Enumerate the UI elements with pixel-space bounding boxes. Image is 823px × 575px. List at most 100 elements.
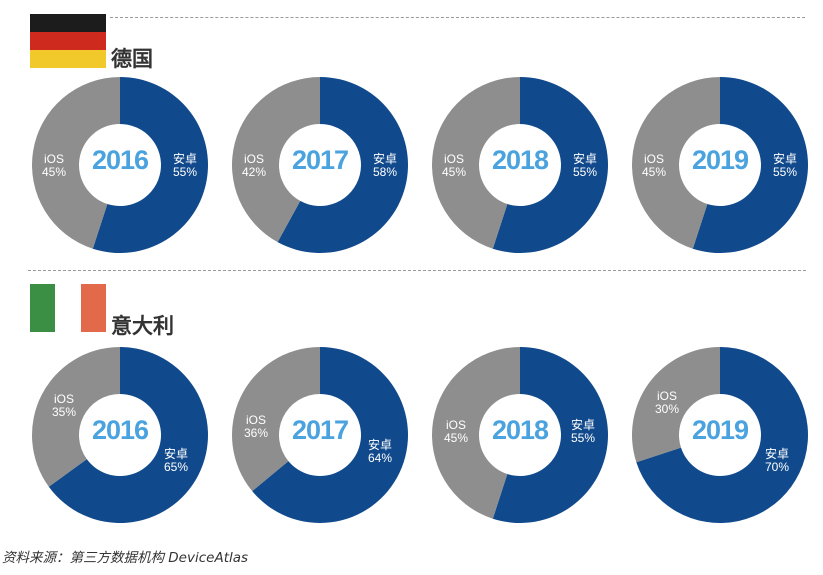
donut-germany-2016: iOS 45% 安卓 55% 2016 bbox=[30, 75, 210, 255]
donut-germany-2017: iOS 42% 安卓 58% 2017 bbox=[230, 75, 410, 255]
android-label-value: 65% bbox=[163, 460, 189, 474]
android-slice bbox=[692, 77, 808, 253]
ios-label-value: 45% bbox=[443, 431, 469, 445]
italy-flag-white-stripe bbox=[55, 284, 81, 332]
ios-label: iOS 35% bbox=[44, 393, 84, 419]
donut-italy-2016: iOS 35% 安卓 65% 2016 bbox=[30, 345, 210, 525]
android-label-name: 安卓 bbox=[172, 152, 197, 166]
ios-label: iOS 45% bbox=[634, 153, 674, 179]
ios-label-name: iOS bbox=[43, 152, 64, 166]
android-label-value: 70% bbox=[764, 460, 790, 474]
source-note: 资料来源：第三方数据机构 DeviceAtlas bbox=[2, 550, 249, 566]
ios-slice bbox=[232, 347, 320, 492]
ios-label: iOS 30% bbox=[647, 390, 687, 416]
donut-svg bbox=[231, 77, 408, 253]
android-label-name: 安卓 bbox=[570, 418, 595, 432]
ios-label-value: 36% bbox=[243, 426, 269, 440]
ios-label: iOS 45% bbox=[434, 153, 474, 179]
ios-label: iOS 36% bbox=[236, 414, 276, 440]
android-label: 安卓 65% bbox=[156, 448, 196, 474]
android-slice bbox=[48, 347, 209, 523]
donut-svg bbox=[632, 77, 808, 253]
donut-italy-2019: iOS 30% 安卓 70% 2019 bbox=[630, 345, 810, 525]
ios-label-value: 42% bbox=[241, 165, 267, 179]
ios-slice bbox=[31, 77, 120, 249]
android-label-value: 55% bbox=[570, 431, 596, 445]
ios-label: iOS 45% bbox=[436, 419, 476, 445]
ios-label: iOS 45% bbox=[34, 153, 74, 179]
ios-slice bbox=[632, 77, 720, 249]
ios-slice bbox=[231, 77, 320, 243]
germany-title: 德国 bbox=[111, 47, 153, 71]
android-label-name: 安卓 bbox=[772, 152, 797, 166]
donut-svg bbox=[432, 347, 608, 523]
top-divider bbox=[110, 17, 805, 18]
year-label: 2017 bbox=[291, 415, 349, 445]
ios-slice bbox=[32, 347, 121, 487]
android-label: 安卓 55% bbox=[565, 153, 605, 179]
germany-flag-gold-stripe bbox=[30, 50, 106, 68]
italy-flag-red-stripe bbox=[81, 284, 106, 332]
donut-svg bbox=[632, 347, 808, 523]
italy-flag-green-stripe bbox=[30, 284, 55, 332]
android-slice bbox=[636, 347, 808, 523]
year-label: 2019 bbox=[691, 145, 749, 175]
android-label-name: 安卓 bbox=[163, 447, 188, 461]
germany-flag-red-stripe bbox=[30, 32, 106, 50]
germany-flag-black-stripe bbox=[30, 14, 106, 32]
donut-svg bbox=[31, 77, 208, 253]
ios-label-name: iOS bbox=[445, 418, 466, 432]
ios-label-value: 45% bbox=[441, 165, 467, 179]
ios-label-name: iOS bbox=[643, 152, 664, 166]
donut-germany-2018: iOS 45% 安卓 55% 2018 bbox=[430, 75, 610, 255]
year-label: 2018 bbox=[491, 415, 549, 445]
ios-label: iOS 42% bbox=[234, 153, 274, 179]
ios-slice bbox=[432, 77, 520, 249]
android-label: 安卓 64% bbox=[360, 439, 400, 465]
android-label: 安卓 55% bbox=[165, 153, 205, 179]
ios-label-value: 45% bbox=[641, 165, 667, 179]
donut-italy-2018: iOS 45% 安卓 55% 2018 bbox=[430, 345, 610, 525]
donut-svg bbox=[432, 77, 608, 253]
android-label-value: 64% bbox=[367, 451, 393, 465]
year-label: 2016 bbox=[91, 145, 149, 175]
android-label-value: 55% bbox=[572, 165, 598, 179]
android-label-value: 55% bbox=[772, 165, 798, 179]
year-label: 2017 bbox=[291, 145, 349, 175]
ios-label-name: iOS bbox=[656, 389, 677, 403]
ios-label-value: 45% bbox=[41, 165, 67, 179]
android-label: 安卓 58% bbox=[365, 153, 405, 179]
android-label: 安卓 55% bbox=[563, 419, 603, 445]
year-label: 2016 bbox=[91, 415, 149, 445]
donut-germany-2019: iOS 45% 安卓 55% 2019 bbox=[630, 75, 810, 255]
android-slice bbox=[492, 347, 608, 523]
android-label-value: 58% bbox=[372, 165, 398, 179]
donut-svg bbox=[32, 347, 209, 523]
ios-slice bbox=[632, 347, 720, 463]
italy-title: 意大利 bbox=[111, 314, 174, 338]
android-label: 安卓 70% bbox=[757, 448, 797, 474]
android-label-name: 安卓 bbox=[367, 438, 392, 452]
android-slice bbox=[252, 347, 408, 523]
donut-svg bbox=[232, 347, 408, 523]
italy-flag bbox=[30, 284, 106, 332]
ios-slice bbox=[432, 347, 520, 519]
middle-divider bbox=[28, 270, 806, 271]
donut-italy-2017: iOS 36% 安卓 64% 2017 bbox=[230, 345, 410, 525]
year-label: 2019 bbox=[691, 415, 749, 445]
ios-label-name: iOS bbox=[443, 152, 464, 166]
android-slice bbox=[277, 77, 408, 253]
android-label-value: 55% bbox=[172, 165, 198, 179]
ios-label-value: 35% bbox=[51, 405, 77, 419]
android-label-name: 安卓 bbox=[572, 152, 597, 166]
android-label-name: 安卓 bbox=[372, 152, 397, 166]
android-slice bbox=[492, 77, 608, 253]
year-label: 2018 bbox=[491, 145, 549, 175]
ios-label-value: 30% bbox=[654, 402, 680, 416]
android-label-name: 安卓 bbox=[764, 447, 789, 461]
ios-label-name: iOS bbox=[245, 413, 266, 427]
android-slice bbox=[92, 77, 208, 253]
ios-label-name: iOS bbox=[53, 392, 74, 406]
germany-flag bbox=[30, 14, 106, 68]
android-label: 安卓 55% bbox=[765, 153, 805, 179]
